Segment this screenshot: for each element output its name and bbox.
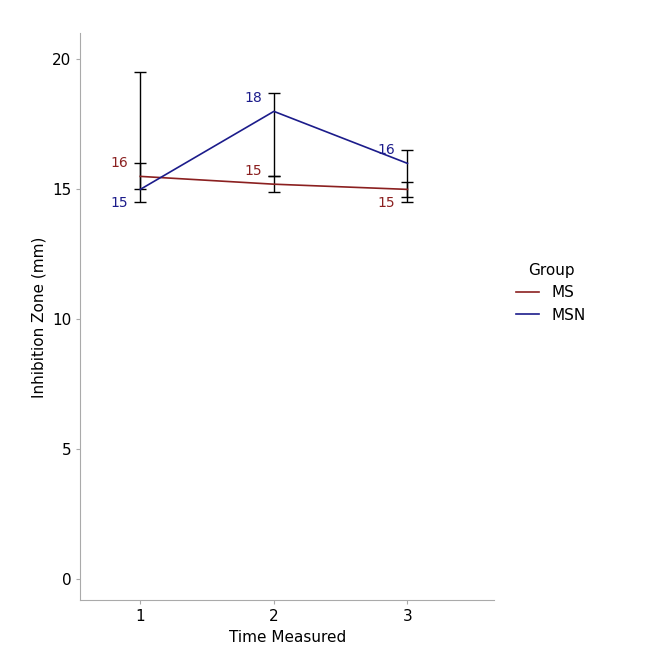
Text: 18: 18 — [244, 91, 262, 105]
X-axis label: Time Measured: Time Measured — [228, 630, 346, 645]
Text: 16: 16 — [110, 156, 128, 170]
Text: 15: 15 — [378, 196, 395, 210]
Text: 15: 15 — [244, 163, 262, 177]
Text: 15: 15 — [111, 196, 128, 210]
Legend: MS, MSN: MS, MSN — [510, 256, 592, 329]
Y-axis label: Inhibition Zone (mm): Inhibition Zone (mm) — [31, 236, 46, 398]
Text: 16: 16 — [377, 143, 395, 157]
